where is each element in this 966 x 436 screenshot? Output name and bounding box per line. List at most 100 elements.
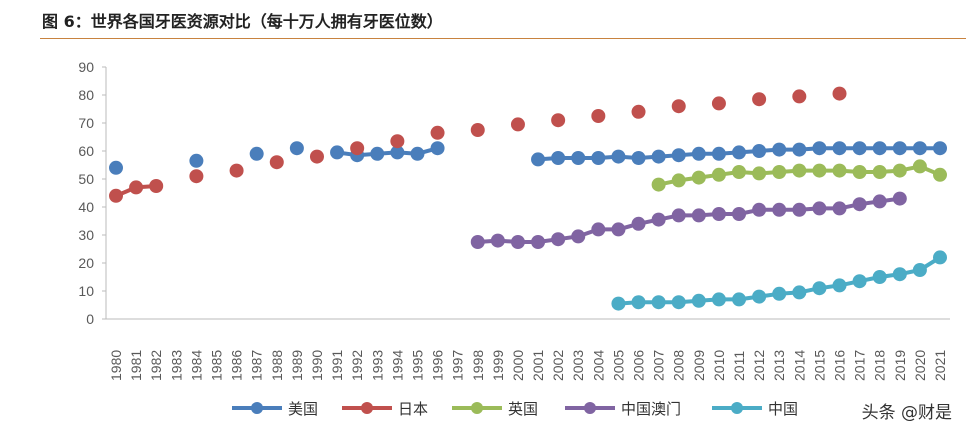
data-point — [591, 109, 606, 123]
data-point — [149, 179, 164, 193]
data-point — [872, 141, 887, 156]
x-tick-label: 1990 — [309, 350, 325, 381]
data-point — [892, 163, 907, 178]
data-point — [912, 263, 927, 277]
data-point — [691, 170, 706, 185]
data-point — [772, 142, 787, 157]
legend-marker — [251, 402, 263, 414]
y-tick-label: 70 — [78, 115, 94, 131]
y-tick-label: 30 — [78, 227, 94, 243]
legend-label: 日本 — [398, 400, 428, 418]
x-tick-label: 1983 — [168, 350, 184, 381]
data-point — [671, 173, 686, 188]
data-point — [591, 222, 606, 237]
x-tick-label: 2017 — [852, 350, 868, 381]
data-point — [531, 235, 546, 249]
data-point — [390, 145, 405, 160]
x-tick-label: 1989 — [289, 350, 305, 381]
y-tick-label: 10 — [78, 283, 94, 299]
data-point — [370, 146, 385, 161]
x-tick-label: 1993 — [369, 350, 385, 381]
y-tick-label: 80 — [78, 87, 94, 103]
data-point — [631, 216, 646, 231]
data-point — [691, 293, 706, 308]
data-point — [129, 180, 144, 195]
x-tick-label: 1994 — [389, 350, 405, 381]
data-point — [551, 232, 566, 247]
data-point — [410, 146, 425, 161]
data-point — [229, 163, 244, 178]
y-tick-label: 60 — [78, 143, 94, 159]
x-tick-label: 1995 — [409, 350, 425, 381]
x-tick-label: 1984 — [188, 350, 204, 381]
y-tick-label: 40 — [78, 199, 94, 215]
x-tick-label: 2003 — [570, 350, 586, 381]
x-tick-label: 1980 — [108, 350, 124, 381]
x-tick-label: 1997 — [450, 350, 466, 381]
data-point — [732, 292, 747, 307]
data-point — [269, 155, 284, 170]
series-3 — [470, 191, 907, 249]
data-point — [752, 92, 767, 107]
x-tick-label: 1999 — [490, 350, 506, 381]
x-tick-label: 2000 — [510, 350, 526, 381]
x-tick-label: 2006 — [631, 350, 647, 381]
data-point — [812, 281, 827, 296]
x-tick-label: 2001 — [530, 350, 546, 381]
data-point — [611, 149, 626, 164]
data-point — [792, 89, 807, 104]
data-point — [732, 165, 747, 179]
legend-item: 中国 — [712, 400, 798, 418]
data-point — [631, 104, 646, 119]
legend-item: 日本 — [342, 400, 428, 418]
x-tick-label: 2012 — [751, 350, 767, 381]
data-point — [892, 141, 907, 156]
x-tick-label: 2007 — [651, 350, 667, 381]
data-point — [812, 163, 827, 178]
data-point — [510, 235, 525, 249]
data-point — [671, 208, 686, 223]
x-tick-label: 2011 — [731, 351, 747, 381]
data-point — [571, 151, 586, 165]
x-tick-label: 1998 — [470, 350, 486, 381]
data-point — [631, 151, 646, 165]
data-point — [109, 160, 123, 175]
data-point — [350, 141, 365, 156]
data-point — [430, 125, 445, 140]
data-point — [470, 235, 485, 249]
data-point — [852, 197, 867, 212]
data-point — [571, 229, 586, 244]
data-point — [812, 201, 827, 216]
data-point — [611, 222, 626, 237]
x-tick-label: 1987 — [249, 350, 265, 381]
series-2 — [651, 159, 947, 192]
data-point — [691, 208, 706, 223]
data-point — [832, 278, 847, 293]
watermark: 头条 @财是 — [861, 403, 952, 423]
x-tick-label: 1981 — [128, 350, 144, 381]
chart-title: 图 6：世界各国牙医资源对比（每十万人拥有牙医位数） — [42, 12, 443, 31]
data-point — [430, 141, 445, 156]
x-tick-label: 1986 — [229, 350, 245, 381]
legend-item: 中国澳门 — [565, 400, 681, 418]
legend-item: 英国 — [452, 400, 538, 418]
data-point — [752, 166, 767, 181]
legend-marker — [361, 402, 373, 414]
data-point — [912, 159, 927, 174]
data-point — [872, 194, 887, 209]
x-tick-label: 2009 — [691, 350, 707, 381]
data-point — [933, 141, 947, 156]
legend-label: 美国 — [288, 400, 318, 418]
data-point — [551, 113, 566, 128]
legend-label: 中国 — [768, 400, 798, 418]
data-point — [651, 177, 666, 192]
data-point — [189, 153, 204, 168]
data-point — [651, 212, 666, 227]
data-point — [752, 289, 767, 304]
data-point — [109, 188, 123, 203]
data-point — [872, 165, 887, 179]
data-point — [390, 134, 405, 149]
y-tick-label: 90 — [78, 59, 94, 75]
x-tick-label: 2016 — [832, 350, 848, 381]
